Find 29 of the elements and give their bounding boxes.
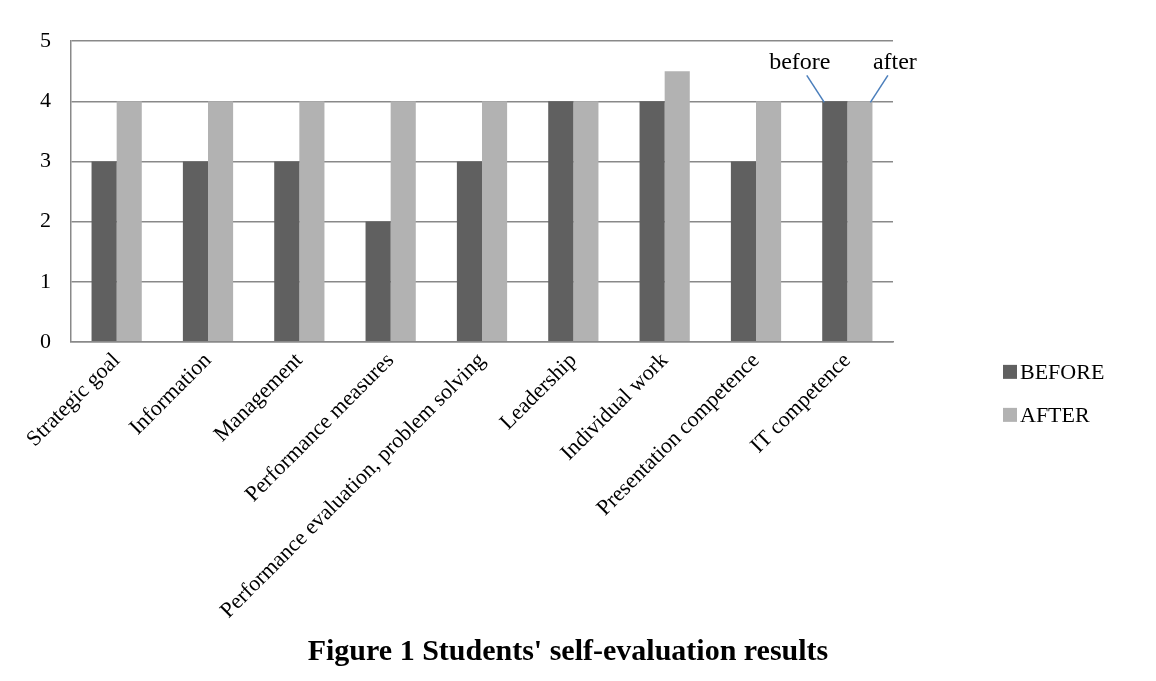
bar xyxy=(847,101,873,342)
bar xyxy=(548,101,574,342)
bar xyxy=(274,161,300,342)
y-tick-label: 0 xyxy=(40,327,51,353)
bar xyxy=(456,161,482,342)
bar xyxy=(299,101,325,342)
bar xyxy=(365,221,391,342)
y-tick-label: 1 xyxy=(40,267,51,293)
bar xyxy=(664,71,690,342)
bar xyxy=(208,101,234,342)
bar xyxy=(822,101,848,342)
bar xyxy=(573,101,599,342)
bar xyxy=(390,101,416,342)
annotation: after xyxy=(872,48,917,75)
text: Figure 1 Students' self-evaluation results xyxy=(306,632,830,668)
y-tick-label: 4 xyxy=(40,87,51,113)
bar xyxy=(116,101,142,342)
y-tick-label: 5 xyxy=(40,26,51,52)
legend-label: AFTER xyxy=(1020,401,1090,427)
legend-label: BEFORE xyxy=(1020,358,1105,384)
bar xyxy=(730,161,756,342)
bar xyxy=(182,161,208,342)
y-tick-label: 3 xyxy=(40,147,51,173)
bar xyxy=(639,101,665,342)
bar xyxy=(482,101,508,342)
annotation: before xyxy=(769,48,831,75)
y-tick-label: 2 xyxy=(40,207,51,233)
bar xyxy=(91,161,117,342)
bar xyxy=(756,101,782,342)
